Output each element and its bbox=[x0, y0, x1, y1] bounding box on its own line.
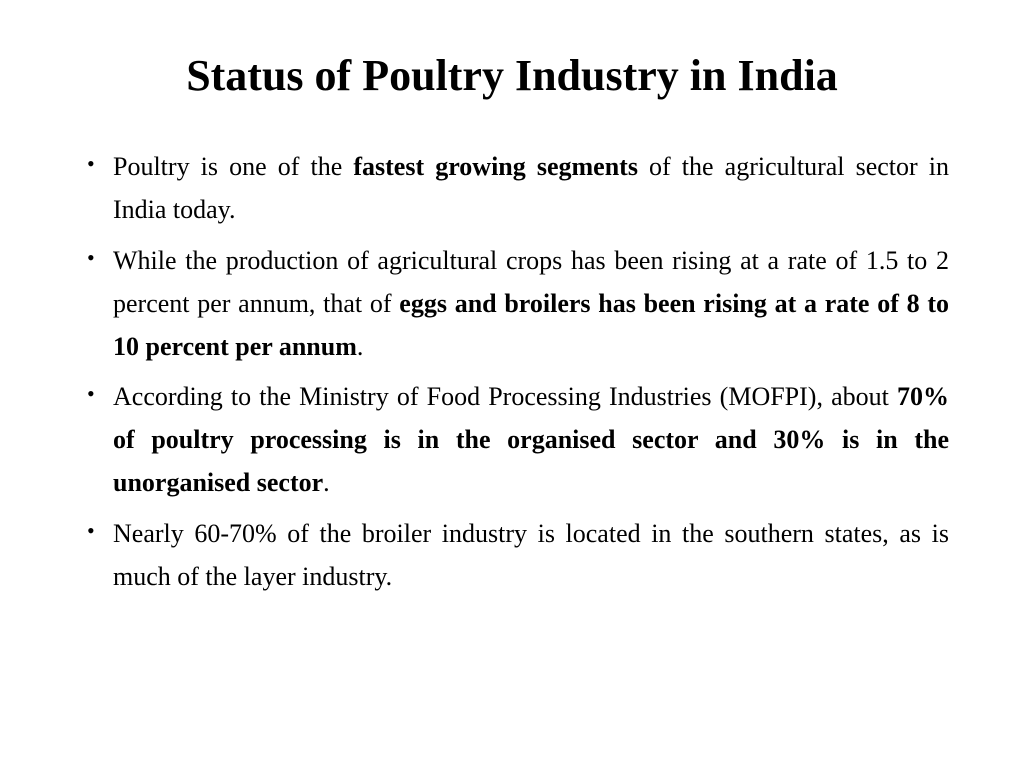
bullet-item: According to the Ministry of Food Proces… bbox=[75, 376, 949, 505]
plain-text: According to the Ministry of Food Proces… bbox=[113, 382, 897, 411]
plain-text: . bbox=[357, 332, 364, 361]
plain-text: Nearly 60-70% of the broiler industry is… bbox=[113, 519, 949, 591]
slide-title: Status of Poultry Industry in India bbox=[75, 50, 949, 101]
bullet-list: Poultry is one of the fastest growing se… bbox=[75, 146, 949, 599]
bullet-item: While the production of agricultural cro… bbox=[75, 240, 949, 369]
bold-text: fastest growing segments bbox=[353, 152, 638, 181]
plain-text: . bbox=[323, 468, 330, 497]
bullet-item: Nearly 60-70% of the broiler industry is… bbox=[75, 513, 949, 599]
plain-text: Poultry is one of the bbox=[113, 152, 353, 181]
bullet-item: Poultry is one of the fastest growing se… bbox=[75, 146, 949, 232]
